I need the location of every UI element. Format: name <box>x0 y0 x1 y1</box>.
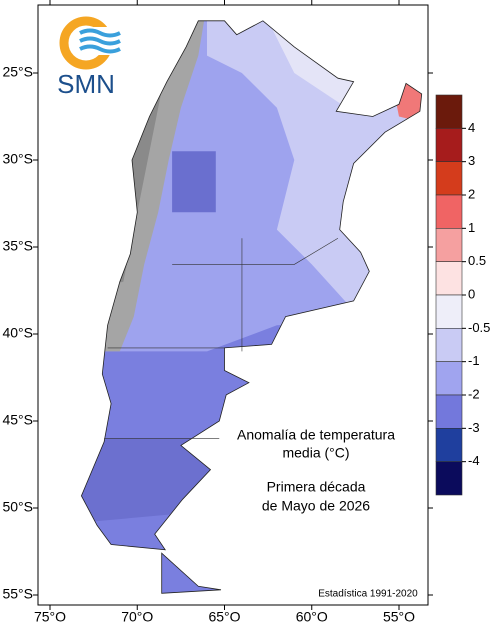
legend-swatch <box>435 294 463 329</box>
lat-tick-label: 35°S <box>2 238 33 254</box>
legend-tick-label: 0 <box>468 286 475 301</box>
lon-tick-label: 60°O <box>296 609 328 625</box>
legend-swatch <box>435 194 463 229</box>
legend-swatch <box>435 428 463 462</box>
legend-swatch <box>435 228 463 262</box>
legend-swatch <box>435 128 463 162</box>
legend-swatch <box>435 328 463 362</box>
zone <box>172 151 216 213</box>
annotation-line: Anomalía de temperatura <box>237 427 395 443</box>
lat-tick-label: 25°S <box>2 64 33 80</box>
lon-tick-label: 70°O <box>121 609 153 625</box>
lon-tick-label: 65°O <box>208 609 240 625</box>
logo-text: SMN <box>57 69 115 99</box>
lat-tick-label: 40°S <box>2 325 33 341</box>
legend-tick-label: -2 <box>468 386 480 401</box>
footnote: Estadística 1991-2020 <box>318 589 418 600</box>
country-outline <box>80 20 423 594</box>
lat-tick-label: 45°S <box>2 412 33 428</box>
annotation-line: de Mayo de 2026 <box>262 498 370 514</box>
legend-swatch <box>435 361 463 396</box>
legend-tick-label: -1 <box>468 353 480 368</box>
legend-tick-label: -4 <box>468 453 480 468</box>
legend-tick-label: 1 <box>468 220 475 235</box>
legend-tick-label: 2 <box>468 186 475 201</box>
legend-tick-label: -3 <box>468 420 480 435</box>
legend-swatch <box>435 94 463 129</box>
lat-tick-label: 30°S <box>2 151 33 167</box>
lat-tick-label: 55°S <box>2 586 33 602</box>
legend-tick-label: 3 <box>468 153 475 168</box>
logo: SMN <box>57 16 122 99</box>
lon-tick-label: 55°O <box>383 609 415 625</box>
legend-swatch <box>435 261 463 296</box>
legend-swatch <box>435 461 463 496</box>
legend-swatch <box>435 161 463 196</box>
legend-tick-label: -0.5 <box>468 320 490 335</box>
annotation-line: Primera década <box>267 479 366 495</box>
annotation-line: media (°C) <box>282 445 349 461</box>
legend-tick-label: 4 <box>468 120 475 135</box>
legend-swatch <box>435 394 463 429</box>
lat-tick-label: 50°S <box>2 499 33 515</box>
lon-tick-label: 75°O <box>34 609 66 625</box>
province-borders <box>104 238 339 439</box>
logo-waves <box>79 28 121 54</box>
annotation: Anomalía de temperatura media (°C) Prime… <box>237 427 395 514</box>
legend-tick-label: 0.5 <box>468 253 486 268</box>
